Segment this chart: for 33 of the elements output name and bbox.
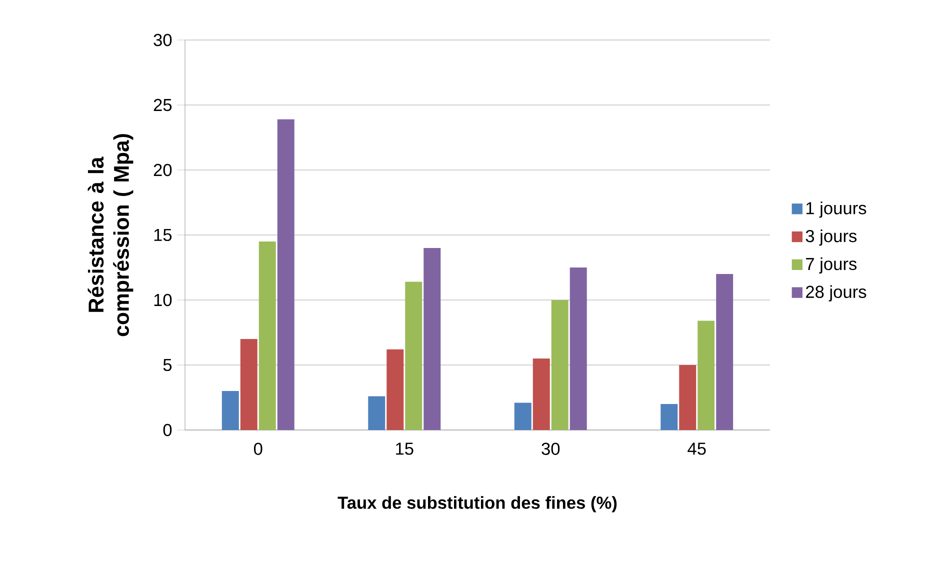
bar <box>277 119 294 430</box>
legend-label: 1 jouurs <box>806 202 866 218</box>
x-tick-label: 15 <box>396 442 414 455</box>
bar <box>570 268 587 430</box>
x-tick-label: 45 <box>688 442 706 455</box>
bar <box>532 358 550 430</box>
y-axis-title: Résistance à la compréssion ( Mpa) <box>88 134 134 336</box>
y-tick-label: 15 <box>154 228 172 242</box>
bar <box>716 274 734 430</box>
y-tick-label: 30 <box>154 34 172 46</box>
x-tick-label: 0 <box>254 442 262 455</box>
bar <box>368 396 386 430</box>
bar <box>424 248 441 430</box>
x-axis-title: Taux de substitution des fines (%) <box>338 496 617 512</box>
y-tick-label: 10 <box>154 294 172 306</box>
bar <box>679 365 696 430</box>
bar <box>258 242 276 430</box>
bar <box>222 391 239 430</box>
legend-label: 7 jours <box>806 257 857 274</box>
bar <box>386 349 404 430</box>
bar <box>551 300 568 430</box>
y-tick-label: 20 <box>154 164 172 176</box>
bar <box>240 339 258 430</box>
legend-label: 3 jours <box>806 229 857 246</box>
legend-label: 28 jours <box>806 285 866 302</box>
bar <box>405 282 422 430</box>
x-tick-label: 30 <box>542 442 560 455</box>
y-tick-label: 5 <box>163 358 172 372</box>
bar <box>660 404 678 430</box>
y-tick-label: 25 <box>154 98 172 112</box>
y-tick-label: 0 <box>163 424 172 436</box>
bar <box>698 320 715 430</box>
bar <box>514 402 532 430</box>
